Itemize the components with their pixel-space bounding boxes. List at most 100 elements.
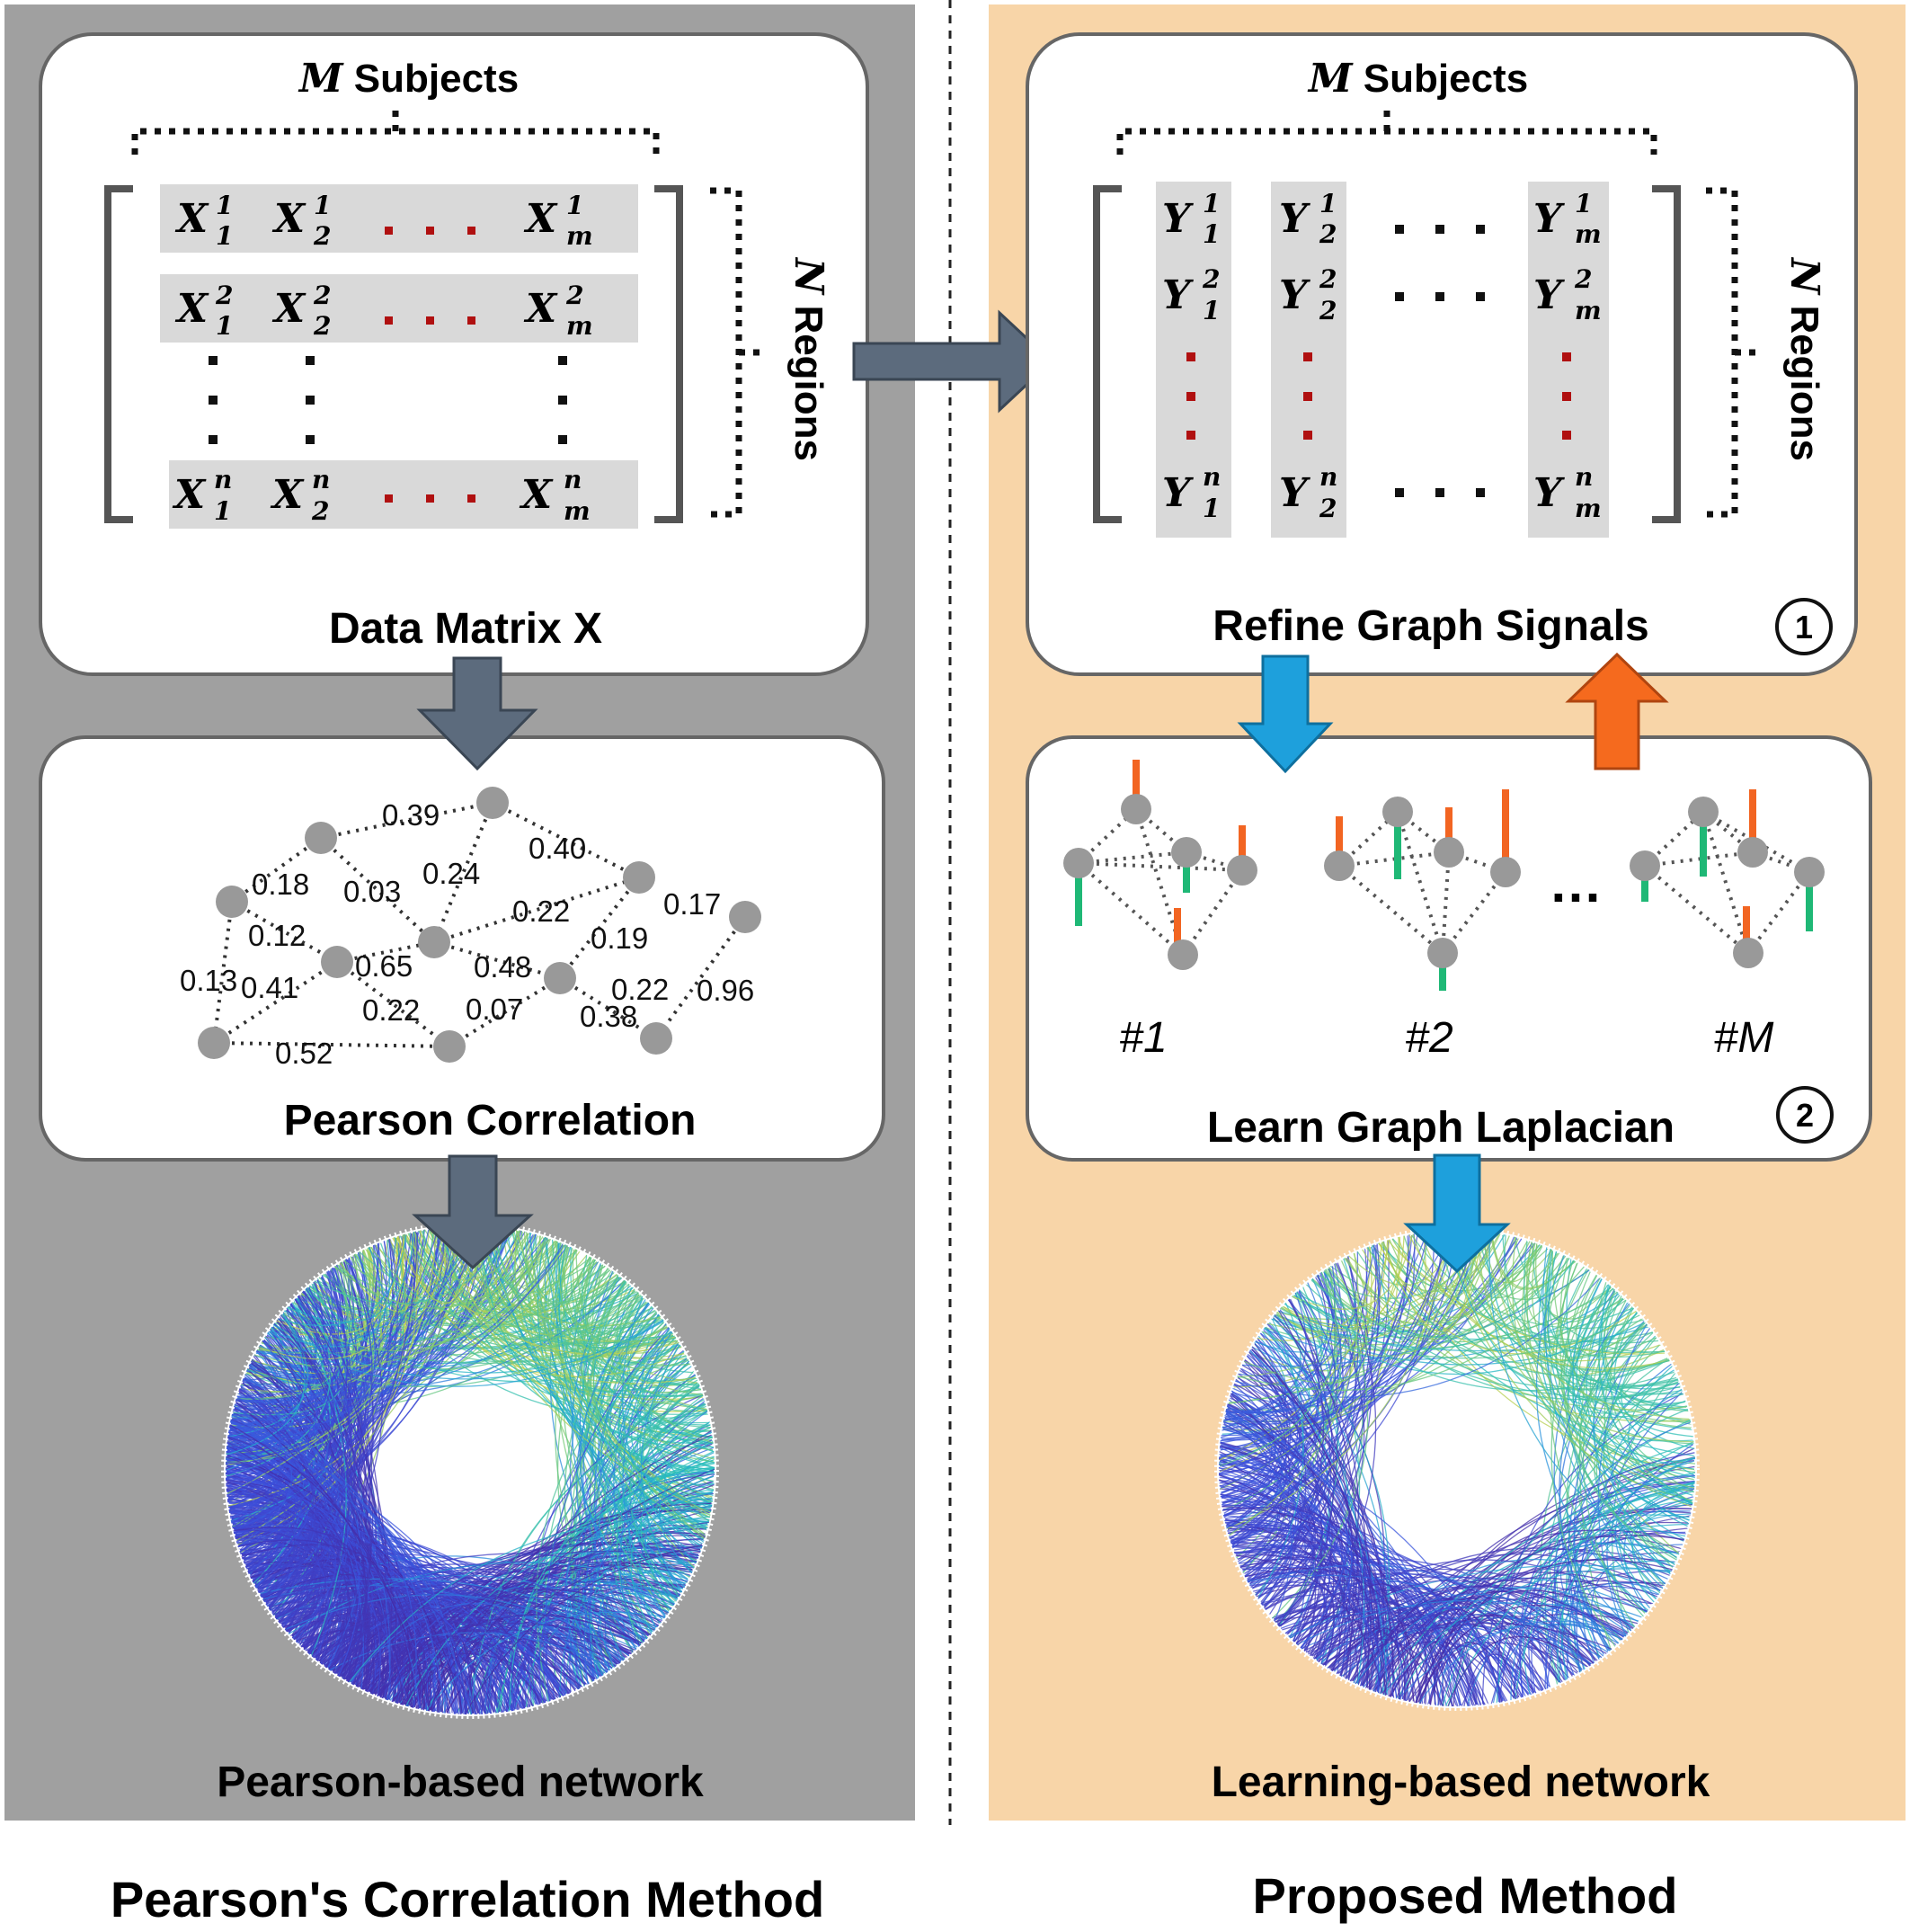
arrow-laplacian-to-network — [1403, 1153, 1511, 1274]
pearson-method-title: Pearson's Correlation Method — [111, 1871, 824, 1928]
svg-text:m: m — [566, 221, 593, 251]
matrix-cell-y2m: Y 2m — [1533, 264, 1602, 325]
refine-title: Refine Graph Signals — [1213, 602, 1648, 650]
svg-text:2: 2 — [1319, 494, 1337, 523]
subject-graph-2: #2 — [1324, 789, 1521, 1062]
graph-node — [216, 886, 248, 918]
graph-node — [433, 1030, 466, 1063]
svg-text:1: 1 — [216, 311, 233, 341]
edge-label: 0.22 — [362, 993, 420, 1027]
laplacian-title: Learn Graph Laplacian — [1207, 1104, 1675, 1152]
graph-node — [198, 1027, 230, 1059]
graph-label-2: #2 — [1405, 1014, 1452, 1062]
edge-label: 0.65 — [355, 949, 413, 983]
graph-node — [623, 861, 655, 894]
correlation-title: Pearson Correlation — [284, 1097, 697, 1144]
svg-text:n: n — [214, 465, 232, 494]
svg-text:1: 1 — [1203, 296, 1220, 325]
matrix-title: Data Matrix X — [329, 605, 602, 653]
subjects-var: M — [298, 56, 344, 102]
column-ellipsis — [209, 356, 567, 444]
learning-network-caption: Learning-based network — [1212, 1758, 1710, 1806]
edge-label: 0.41 — [241, 971, 298, 1004]
matrix-cell-y22: Y 22 — [1279, 264, 1337, 325]
correlation-graph-edges — [212, 801, 747, 1048]
svg-text:1: 1 — [1203, 494, 1220, 523]
svg-text:2: 2 — [1319, 219, 1337, 249]
matrix-row-2 — [160, 274, 638, 343]
svg-text:m: m — [566, 311, 593, 341]
svg-text:m: m — [564, 496, 591, 526]
svg-text:Y: Y — [1162, 196, 1194, 242]
column-ellipsis-red — [1186, 352, 1571, 440]
graph-node — [305, 822, 337, 854]
svg-text:m: m — [1575, 296, 1602, 325]
subjects-brace-right — [1116, 108, 1657, 155]
matrix-cell-x11: X 11 — [174, 191, 233, 251]
svg-text:m: m — [1575, 494, 1602, 523]
edge-label: 0.12 — [248, 919, 306, 952]
svg-text:1: 1 — [566, 191, 583, 220]
graph-node — [640, 1022, 672, 1055]
graph-ellipsis: … — [1549, 853, 1603, 913]
edge-label: 0.52 — [275, 1037, 333, 1070]
svg-text:m: m — [1575, 219, 1602, 249]
svg-text:n: n — [1203, 462, 1221, 492]
subjects-label-right: M Subjects — [1307, 56, 1528, 102]
pearson-network-caption: Pearson-based network — [217, 1758, 704, 1806]
arrow-laplacian-to-refine — [1565, 652, 1669, 770]
svg-text:Y: Y — [1162, 470, 1194, 516]
step-2-badge — [1776, 1086, 1834, 1144]
graph-node — [476, 787, 509, 819]
edge-label: 0.17 — [663, 887, 721, 921]
graph-node — [418, 926, 450, 958]
edge-label: 0.38 — [580, 1000, 637, 1033]
svg-text:2: 2 — [1574, 264, 1592, 294]
svg-text:1: 1 — [216, 221, 233, 251]
subject-graph-m: #M — [1630, 789, 1825, 1062]
svg-text:n: n — [1575, 462, 1593, 492]
edge-label: 0.22 — [512, 895, 570, 928]
subjects-label: M Subjects — [298, 56, 519, 102]
subject-graph-1: #1 — [1063, 760, 1257, 1062]
svg-text:2: 2 — [1319, 296, 1337, 325]
correlation-edge-labels: 0.39 0.40 0.18 0.03 0.24 0.22 0.17 0.12 … — [180, 798, 754, 1070]
matrix-cell-x22: X 22 — [271, 280, 331, 341]
matrix-bracket-right — [654, 185, 683, 523]
row-ellipsis-red — [385, 227, 475, 503]
svg-text:1: 1 — [1575, 189, 1592, 218]
matrix-cell-y21: Y 21 — [1162, 264, 1220, 325]
svg-text:Y: Y — [1533, 470, 1565, 516]
svg-text:X: X — [270, 472, 305, 518]
svg-text:Y: Y — [1533, 272, 1565, 318]
matrix-bracket-right-right — [1652, 185, 1681, 523]
matrix-bracket-left — [104, 185, 133, 523]
step-2-badge-label: 2 — [1796, 1097, 1814, 1134]
svg-text:Y: Y — [1162, 272, 1194, 318]
svg-text:X: X — [271, 196, 306, 242]
svg-text:n: n — [1319, 462, 1337, 492]
svg-text:Y: Y — [1279, 272, 1310, 318]
svg-text:2: 2 — [313, 311, 331, 341]
matrix-row-1 — [160, 184, 638, 253]
arrow-correlation-to-network — [412, 1154, 534, 1270]
svg-text:X: X — [271, 286, 306, 332]
regions-brace-right — [1706, 187, 1755, 518]
edge-label: 0.96 — [697, 974, 754, 1007]
edge-label: 0.07 — [466, 993, 523, 1026]
laplacian-box: #1 #2 … — [1026, 735, 1872, 1162]
matrix-cell-x2m: X 2m — [523, 280, 593, 341]
arrow-refine-to-laplacian — [1237, 654, 1334, 774]
edge-label: 0.13 — [180, 964, 237, 997]
svg-text:X: X — [523, 286, 558, 332]
edge-label: 0.24 — [422, 857, 480, 890]
edge-label: 0.03 — [343, 875, 401, 908]
row-ellipsis — [1395, 225, 1485, 497]
svg-text:1: 1 — [214, 496, 231, 526]
edge-label: 0.18 — [252, 868, 309, 901]
edge-label: 0.39 — [382, 798, 440, 832]
